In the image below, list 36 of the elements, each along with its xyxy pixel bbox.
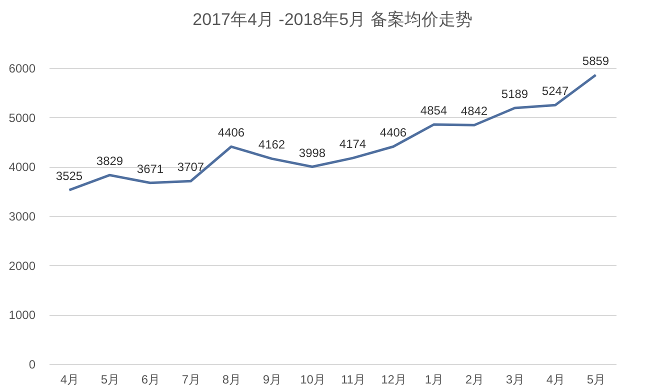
chart-title: 2017年4月 -2018年5月 备案均价走势 bbox=[192, 10, 472, 29]
y-tick-label: 6000 bbox=[8, 62, 36, 76]
data-label: 4174 bbox=[339, 137, 366, 152]
data-label: 5247 bbox=[542, 84, 569, 98]
x-tick-label: 12月 bbox=[381, 372, 406, 386]
data-label: 4406 bbox=[380, 126, 407, 140]
x-tick-label: 8月 bbox=[222, 372, 242, 386]
x-tick-label: 1月 bbox=[424, 372, 444, 386]
data-label: 3525 bbox=[56, 169, 83, 184]
data-label: 4854 bbox=[420, 104, 448, 118]
x-tick-label: 2月 bbox=[465, 372, 484, 386]
x-tick-label: 3月 bbox=[506, 372, 525, 386]
x-tick-label: 4月 bbox=[60, 372, 80, 386]
data-label: 4162 bbox=[258, 138, 286, 152]
x-tick-label: 5月 bbox=[586, 372, 606, 386]
y-tick-label: 0 bbox=[28, 358, 36, 372]
y-tick-label: 4000 bbox=[8, 160, 36, 174]
data-label: 3829 bbox=[96, 154, 124, 168]
x-tick-label: 5月 bbox=[100, 372, 120, 386]
x-tick-label: 11月 bbox=[341, 372, 366, 386]
data-label: 4406 bbox=[218, 126, 245, 140]
y-tick-label: 5000 bbox=[8, 110, 36, 125]
y-tick-label: 1000 bbox=[8, 308, 36, 322]
data-label: 5189 bbox=[501, 87, 528, 102]
data-label: 3998 bbox=[298, 146, 326, 160]
data-label: 3671 bbox=[136, 162, 164, 176]
data-label: 5859 bbox=[582, 54, 610, 68]
x-tick-label: 6月 bbox=[141, 372, 160, 386]
x-tick-label: 7月 bbox=[182, 372, 201, 386]
x-tick-label: 9月 bbox=[262, 372, 282, 386]
x-tick-label: 4月 bbox=[546, 372, 566, 386]
data-label: 3707 bbox=[177, 160, 204, 174]
data-label: 4842 bbox=[460, 104, 488, 118]
y-tick-label: 3000 bbox=[8, 210, 36, 224]
y-tick-label: 2000 bbox=[8, 258, 36, 273]
x-tick-label: 10月 bbox=[300, 372, 326, 386]
